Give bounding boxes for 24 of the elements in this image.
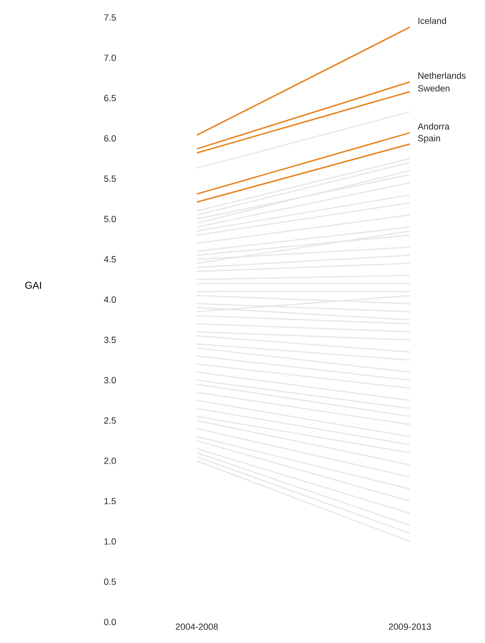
y-tick-label: 4.5	[104, 256, 116, 262]
y-tick-label: 0.5	[104, 578, 116, 585]
x-tick-label: 2009-2013	[388, 624, 431, 630]
series-label: Netherlands	[418, 72, 466, 79]
y-tick-label: 4.0	[104, 296, 116, 303]
series-label: Sweden	[418, 84, 450, 92]
y-tick-label: 6.5	[104, 94, 116, 102]
y-tick-label: 1.0	[104, 538, 116, 545]
y-tick-label: 3.5	[104, 336, 116, 344]
series-label: Andorra	[418, 123, 450, 130]
y-tick-label: 2.0	[104, 458, 116, 464]
y-axis-title: GAI	[25, 282, 41, 289]
series-label: Iceland	[418, 17, 446, 24]
x-tick-label: 2004-2008	[176, 624, 218, 630]
y-tick-label: 0.0	[104, 618, 116, 626]
y-tick-label: 1.5	[104, 498, 116, 504]
y-tick-label: 7.0	[104, 54, 116, 61]
y-tick-label: 5.5	[104, 176, 116, 182]
series-label: Spain	[418, 134, 440, 144]
y-tick-label: 3.0	[104, 377, 116, 384]
y-tick-label: 6.0	[104, 135, 116, 142]
y-tick-label: 5.0	[104, 216, 116, 222]
y-tick-label: 7.5	[104, 14, 116, 21]
y-tick-label: 2.5	[104, 417, 116, 424]
